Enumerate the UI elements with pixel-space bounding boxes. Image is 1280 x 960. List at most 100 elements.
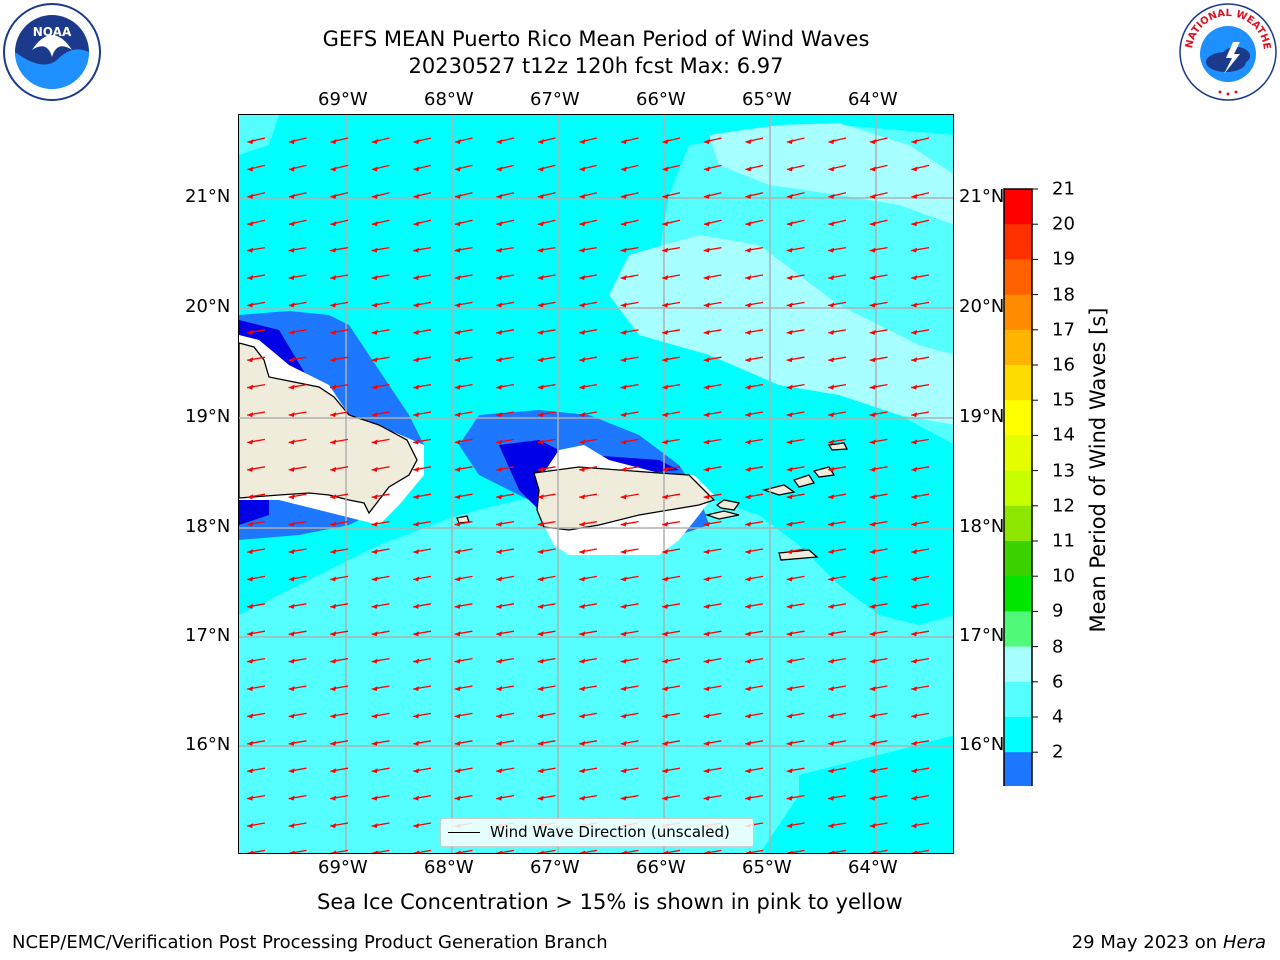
wind-arrow <box>247 767 266 774</box>
lat-label: 19°N <box>185 406 231 427</box>
lat-label: 17°N <box>185 625 231 646</box>
wind-arrow <box>828 794 847 801</box>
colorbar-segment <box>1004 329 1032 366</box>
wind-arrow <box>454 740 473 746</box>
wind-arrow <box>828 274 847 281</box>
wind-arrow <box>247 822 266 829</box>
wind-arrow <box>537 493 556 500</box>
wind-arrow <box>828 356 847 363</box>
wind-arrow <box>537 575 556 582</box>
wind-arrow <box>745 301 764 308</box>
wind-arrow <box>579 219 598 227</box>
wind-arrow <box>330 822 349 829</box>
wind-arrow <box>911 137 930 145</box>
wind-arrow <box>579 493 598 500</box>
wind-arrow <box>371 740 390 746</box>
wind-arrow <box>371 822 390 829</box>
wind-arrow <box>828 740 847 746</box>
lon-label: 64°W <box>848 857 898 878</box>
wind-arrow <box>537 164 556 172</box>
wind-arrow <box>413 630 432 637</box>
wind-arrow <box>703 329 722 335</box>
wind-arrow <box>620 164 639 172</box>
wind-arrow <box>620 192 639 199</box>
wind-arrow <box>288 438 307 445</box>
wind-arrow <box>579 466 598 472</box>
wind-arrow <box>496 192 515 199</box>
wind-arrow <box>703 164 722 172</box>
wind-arrow <box>662 274 681 281</box>
wind-arrow <box>413 192 432 199</box>
colorbar-segment <box>1004 189 1032 225</box>
wind-arrow <box>620 630 639 637</box>
wind-arrow <box>371 274 390 281</box>
wind-arrow <box>620 794 639 801</box>
wind-arrow <box>454 657 473 664</box>
wind-arrow <box>288 630 307 637</box>
lat-label: 20°N <box>959 296 1005 317</box>
wind-arrow <box>703 301 722 308</box>
wind-arrow <box>247 329 266 335</box>
colorbar-tick-label: 8 <box>1052 636 1064 658</box>
wind-arrow <box>703 794 722 801</box>
colorbar-segment <box>1004 541 1032 577</box>
colorbar-segment <box>1004 400 1032 436</box>
wind-arrow <box>247 712 266 719</box>
colorbar-segment <box>1004 259 1032 296</box>
wind-arrow <box>786 192 805 199</box>
noaa-logo-icon: NOAA <box>3 3 101 101</box>
wind-arrow <box>371 411 390 418</box>
wind-arrow <box>288 712 307 719</box>
wind-arrow <box>620 219 639 227</box>
wind-arrow <box>869 849 888 853</box>
wind-arrow <box>454 438 473 445</box>
wind-arrow <box>869 246 888 253</box>
generated-date: 29 May 2023 on Hera <box>1072 932 1266 953</box>
wind-arrow <box>703 657 722 664</box>
wind-arrow <box>288 685 307 692</box>
wind-arrow <box>247 383 266 390</box>
wind-arrow <box>330 548 349 555</box>
map-panel[interactable] <box>238 114 954 854</box>
wind-arrow <box>288 822 307 829</box>
wind-arrow <box>911 466 930 472</box>
wind-arrow <box>786 246 805 253</box>
wind-arrow <box>662 767 681 774</box>
wind-arrow <box>662 301 681 308</box>
wind-arrow <box>911 822 930 829</box>
wind-arrow <box>745 794 764 801</box>
wind-arrow <box>330 274 349 281</box>
wind-arrow <box>247 466 266 472</box>
wind-arrow <box>454 548 473 555</box>
ocean-6-8-region <box>239 115 279 155</box>
nws-logo-icon: NATIONAL WEATHER SERVICE <box>1178 2 1277 101</box>
wind-arrow <box>247 411 266 418</box>
wind-arrow <box>620 767 639 774</box>
wind-arrow <box>454 301 473 308</box>
wind-arrow <box>620 356 639 363</box>
wind-arrow <box>828 685 847 692</box>
wind-arrow <box>869 548 888 555</box>
wind-arrow <box>496 411 515 418</box>
wind-arrow <box>911 630 930 637</box>
wind-arrow <box>371 603 390 609</box>
wind-arrow <box>745 219 764 227</box>
wind-arrow <box>828 630 847 637</box>
wind-arrow <box>786 603 805 609</box>
wind-arrow <box>579 520 598 527</box>
map-canvas[interactable] <box>239 115 954 854</box>
chart-subtitle: 20230527 t12z 120h fcst Max: 6.97 <box>408 54 784 78</box>
wind-arrow <box>288 520 307 527</box>
wind-arrow <box>745 548 764 555</box>
wind-arrow <box>745 603 764 609</box>
wind-arrow <box>537 301 556 308</box>
wind-arrow <box>828 520 847 527</box>
wind-arrow <box>703 712 722 719</box>
wind-arrow <box>247 438 266 445</box>
wind-arrow <box>745 520 764 527</box>
wind-arrow <box>828 301 847 308</box>
wind-arrow <box>703 548 722 555</box>
wind-arrow <box>454 164 473 172</box>
wind-arrow <box>579 657 598 664</box>
wind-arrow <box>537 630 556 637</box>
